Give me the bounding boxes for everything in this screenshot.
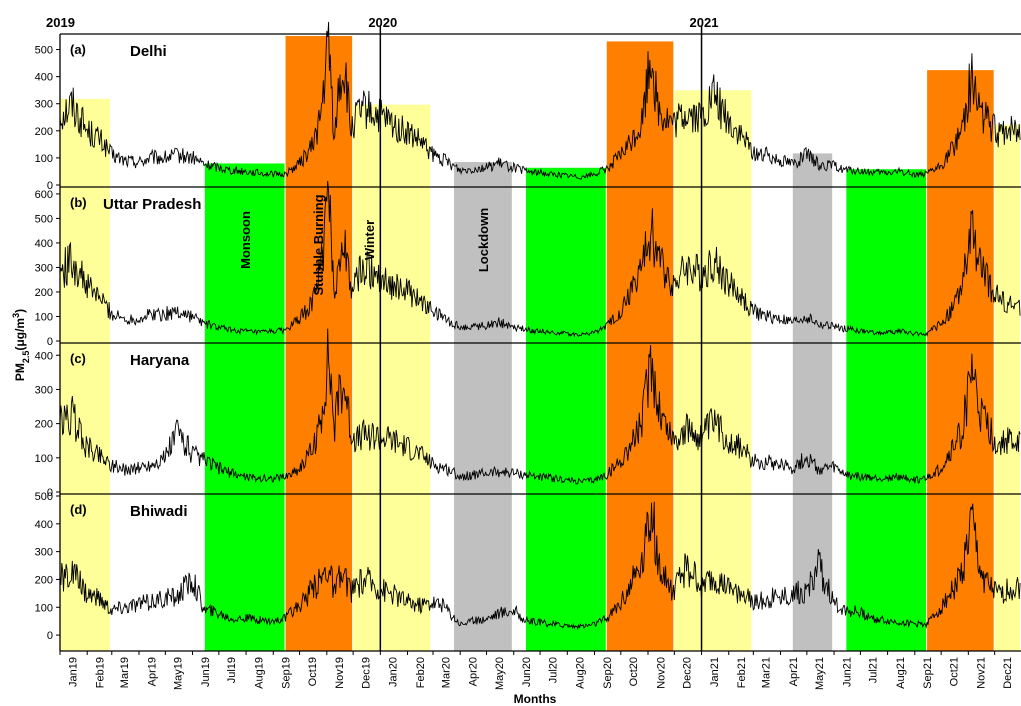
y-axis-title: PM2.5(μg/m3) xyxy=(11,309,31,381)
panel-name: Bhiwadi xyxy=(130,503,188,520)
month-label: Jan21 xyxy=(709,657,721,687)
month-label: Dec19 xyxy=(360,657,372,689)
month-label: Aug21 xyxy=(895,657,907,689)
month-label: Feb19 xyxy=(95,657,107,688)
y-tick-label: 400 xyxy=(35,72,53,84)
band-stubble xyxy=(927,70,994,652)
y-tick-label: 100 xyxy=(35,602,53,614)
x-axis-title: Months xyxy=(514,692,557,706)
month-label: Feb21 xyxy=(736,657,748,688)
month-label: Mar19 xyxy=(119,657,131,688)
month-label: Aug19 xyxy=(253,657,265,689)
y-tick-label: 500 xyxy=(35,45,53,57)
month-label: Sep19 xyxy=(281,657,293,689)
month-label: Nov19 xyxy=(334,657,346,689)
month-label: Mar21 xyxy=(761,657,773,688)
series-line-haryana xyxy=(59,328,1021,485)
y-tick-label: 200 xyxy=(35,574,53,586)
y-tick-label: 300 xyxy=(35,547,53,559)
panel-letter: (a) xyxy=(70,42,86,57)
y-tick-label: 600 xyxy=(35,189,53,201)
band-lockdown xyxy=(792,153,833,652)
month-label: Jul19 xyxy=(226,657,238,683)
month-label: Jun21 xyxy=(841,657,853,687)
y-tick-label: 300 xyxy=(35,262,53,274)
year-label: 2020 xyxy=(368,15,397,30)
month-label: Jul20 xyxy=(547,657,559,683)
y-tick-label: 100 xyxy=(35,311,53,323)
band-winter xyxy=(994,124,1020,652)
y-tick-label: 300 xyxy=(35,99,53,111)
y-tick-label: 300 xyxy=(35,384,53,396)
month-label: Mar20 xyxy=(440,657,452,688)
month-label: Oct20 xyxy=(628,657,640,686)
y-tick-label: 0 xyxy=(47,630,53,642)
y-tick-label: 200 xyxy=(35,419,53,431)
panel-name: Uttar Pradesh xyxy=(103,196,201,213)
y-tick-label: 100 xyxy=(35,453,53,465)
y-tick-label: 400 xyxy=(35,519,53,531)
band-winter xyxy=(353,104,431,652)
band-monsoon xyxy=(846,169,927,651)
band-label: Monsoon xyxy=(238,211,253,269)
band-label: Winter xyxy=(362,220,377,260)
month-label: Dec21 xyxy=(1002,657,1014,689)
panel-name: Delhi xyxy=(130,43,167,60)
y-axes: 0100200300400500010020030040050060001002… xyxy=(35,45,60,642)
band-monsoon xyxy=(204,163,285,652)
month-label: Jan19 xyxy=(67,657,79,687)
series-line-bhiwadi xyxy=(59,501,1021,631)
band-label: Stubble Burning xyxy=(311,194,326,295)
series-lines xyxy=(59,21,1021,631)
month-label: May20 xyxy=(494,657,506,690)
band-monsoon xyxy=(526,167,606,651)
month-label: Apr19 xyxy=(146,657,158,686)
year-label: 2019 xyxy=(46,15,75,30)
month-label: Sep20 xyxy=(602,657,614,689)
month-label: Apr20 xyxy=(468,657,480,686)
month-label: May21 xyxy=(814,657,826,690)
month-label: Apr21 xyxy=(788,657,800,686)
series-line-uttar-pradesh xyxy=(59,180,1021,338)
series-line-delhi xyxy=(59,21,1021,180)
band-label: Lockdown xyxy=(476,208,491,272)
y-tick-label: 200 xyxy=(35,126,53,138)
panel-letter: (d) xyxy=(70,502,87,517)
month-label: Jun20 xyxy=(521,657,533,687)
y-tick-label: 500 xyxy=(35,491,53,503)
y-tick-label: 0 xyxy=(47,487,53,499)
panel-letter: (b) xyxy=(70,195,87,210)
month-label: Jan20 xyxy=(388,657,400,687)
season-bands xyxy=(60,36,1020,652)
month-label: May19 xyxy=(173,657,185,690)
band-lockdown xyxy=(454,162,512,651)
panel-name: Haryana xyxy=(130,352,190,369)
y-tick-label: 500 xyxy=(35,213,53,225)
month-label: Oct21 xyxy=(948,657,960,686)
year-label: 2021 xyxy=(690,15,719,30)
x-axis: Jan19 Feb19 Mar19 Apr19 May19 Jun19 Jul19 Aug19… xyxy=(59,651,1014,690)
y-tick-label: 100 xyxy=(35,153,53,165)
month-label: Nov21 xyxy=(976,657,988,689)
band-winter xyxy=(60,98,110,652)
y-tick-label: 200 xyxy=(35,287,53,299)
month-label: Dec20 xyxy=(682,657,694,689)
band-stubble xyxy=(606,41,674,651)
y-tick-label: 400 xyxy=(35,238,53,250)
panel-labels: (a) Delhi (b) Uttar Pradesh (c) Haryana (d) Bhi… xyxy=(46,15,718,520)
y-tick-label: 400 xyxy=(35,350,53,362)
panel-letter: (c) xyxy=(70,351,86,366)
month-label: Sep21 xyxy=(922,657,934,689)
y-tick-label: 0 xyxy=(47,180,53,192)
y-tick-label: 0 xyxy=(47,336,53,348)
month-label: Nov20 xyxy=(655,657,667,689)
month-label: Oct19 xyxy=(307,657,319,686)
month-label: Jun19 xyxy=(200,657,212,687)
month-label: Aug20 xyxy=(575,657,587,689)
month-label: Feb20 xyxy=(415,657,427,688)
month-label: Jul21 xyxy=(868,657,880,683)
